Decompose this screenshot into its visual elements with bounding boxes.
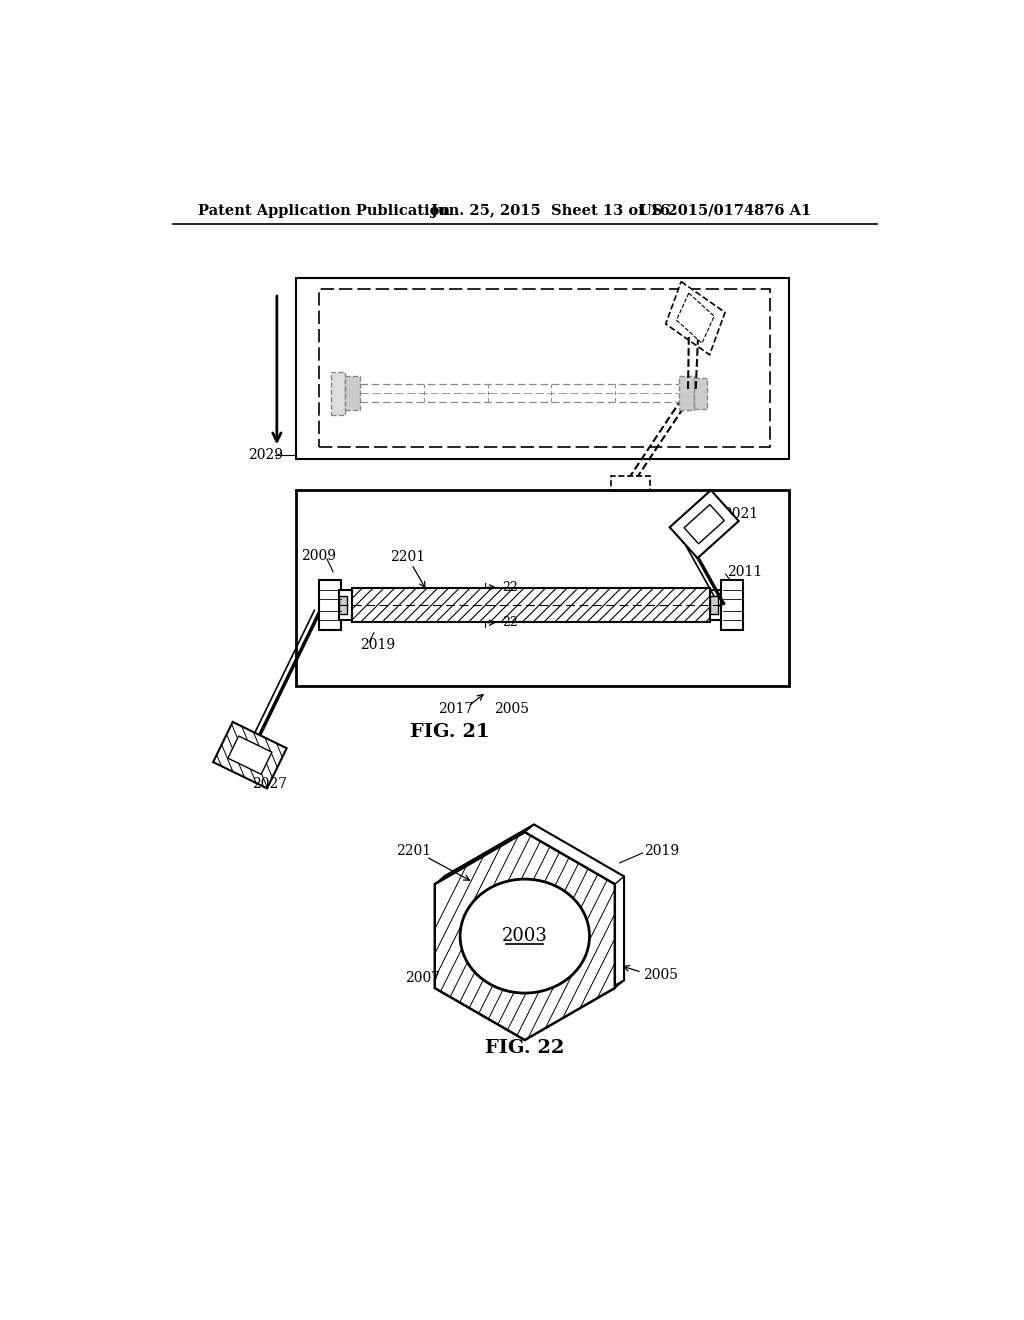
Bar xyxy=(611,475,649,491)
Polygon shape xyxy=(444,825,624,1032)
Bar xyxy=(296,277,788,459)
Bar xyxy=(331,372,345,414)
Text: 2019: 2019 xyxy=(644,845,679,858)
Text: 2005: 2005 xyxy=(494,702,529,715)
Polygon shape xyxy=(684,504,724,544)
Bar xyxy=(679,376,694,411)
Text: 2027: 2027 xyxy=(252,776,288,791)
Text: 2009: 2009 xyxy=(301,549,337,564)
Text: Patent Application Publication: Patent Application Publication xyxy=(199,203,451,218)
Bar xyxy=(339,590,351,620)
Bar xyxy=(351,589,711,622)
Text: 2019: 2019 xyxy=(360,638,395,652)
Polygon shape xyxy=(666,281,725,355)
Bar xyxy=(711,595,718,614)
Text: 2007: 2007 xyxy=(406,972,440,986)
Text: 2201: 2201 xyxy=(390,550,425,564)
Bar xyxy=(345,376,360,411)
Bar xyxy=(319,289,770,447)
Bar xyxy=(319,581,341,630)
Text: Jun. 25, 2015  Sheet 13 of 16: Jun. 25, 2015 Sheet 13 of 16 xyxy=(431,203,670,218)
Polygon shape xyxy=(677,293,714,343)
Bar xyxy=(339,595,347,614)
Text: 2029: 2029 xyxy=(248,447,283,462)
Text: US 2015/0174876 A1: US 2015/0174876 A1 xyxy=(639,203,811,218)
Text: 2011: 2011 xyxy=(727,565,763,579)
Polygon shape xyxy=(435,832,614,1040)
Bar xyxy=(711,590,723,620)
Bar xyxy=(721,581,742,630)
Text: 2017: 2017 xyxy=(438,702,474,715)
Ellipse shape xyxy=(460,879,590,993)
Polygon shape xyxy=(228,737,272,775)
Text: 2005: 2005 xyxy=(643,968,678,982)
Text: 2021: 2021 xyxy=(724,507,759,521)
Text: FIG. 21: FIG. 21 xyxy=(411,723,489,741)
Polygon shape xyxy=(213,722,287,788)
Bar xyxy=(694,378,707,409)
Bar xyxy=(296,490,788,686)
Polygon shape xyxy=(670,490,738,558)
Text: 22: 22 xyxy=(502,616,517,630)
Text: 2201: 2201 xyxy=(396,845,431,858)
Text: 2003: 2003 xyxy=(502,927,548,945)
Text: FIG. 22: FIG. 22 xyxy=(485,1039,564,1057)
Text: 22: 22 xyxy=(502,581,517,594)
